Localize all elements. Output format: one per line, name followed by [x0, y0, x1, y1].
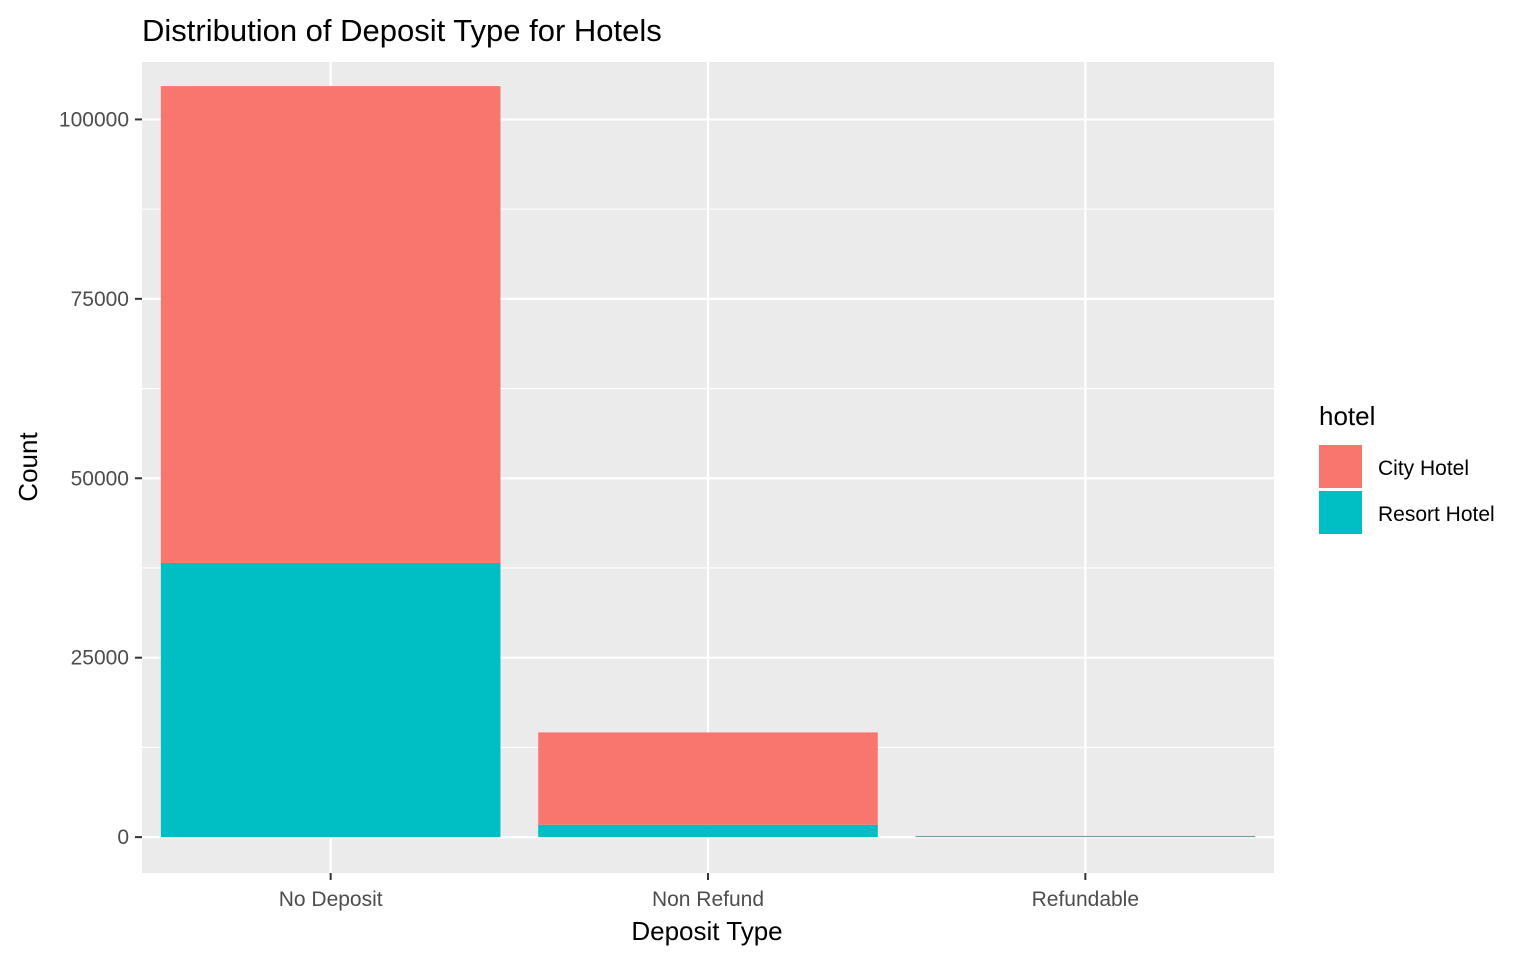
bar-city-hotel-no-deposit [160, 86, 501, 563]
x-axis: No Deposit Non Refund Refundable [279, 873, 1139, 911]
x-axis-title: Deposit Type [631, 916, 782, 946]
bar-city-hotel-non-refund [538, 732, 878, 825]
legend-swatch-city-hotel [1319, 445, 1362, 488]
bar-city-hotel-refundable [915, 835, 1256, 837]
bar-resort-hotel-refundable [915, 836, 1256, 838]
x-tick-label: Non Refund [652, 888, 764, 911]
x-tick-label: Refundable [1032, 888, 1139, 911]
x-tick-label: No Deposit [279, 888, 383, 911]
y-tick-label: 0 [117, 826, 129, 849]
y-tick-label: 75000 [71, 288, 129, 311]
y-tick-label: 50000 [71, 467, 129, 490]
y-axis: 0 25000 50000 75000 100000 [59, 108, 142, 849]
legend-swatch-resort-hotel [1319, 491, 1362, 534]
legend: hotel City Hotel Resort Hotel [1319, 401, 1495, 534]
bar-resort-hotel-non-refund [538, 824, 878, 838]
bars [160, 86, 1256, 838]
y-tick-label: 25000 [71, 647, 129, 670]
legend-label-city-hotel: City Hotel [1378, 457, 1469, 480]
chart-title: Distribution of Deposit Type for Hotels [142, 13, 662, 48]
y-axis-title: Count [13, 432, 43, 502]
legend-label-resort-hotel: Resort Hotel [1378, 503, 1495, 526]
legend-title: hotel [1319, 401, 1375, 431]
y-tick-label: 100000 [59, 108, 129, 131]
bar-resort-hotel-no-deposit [160, 562, 501, 838]
